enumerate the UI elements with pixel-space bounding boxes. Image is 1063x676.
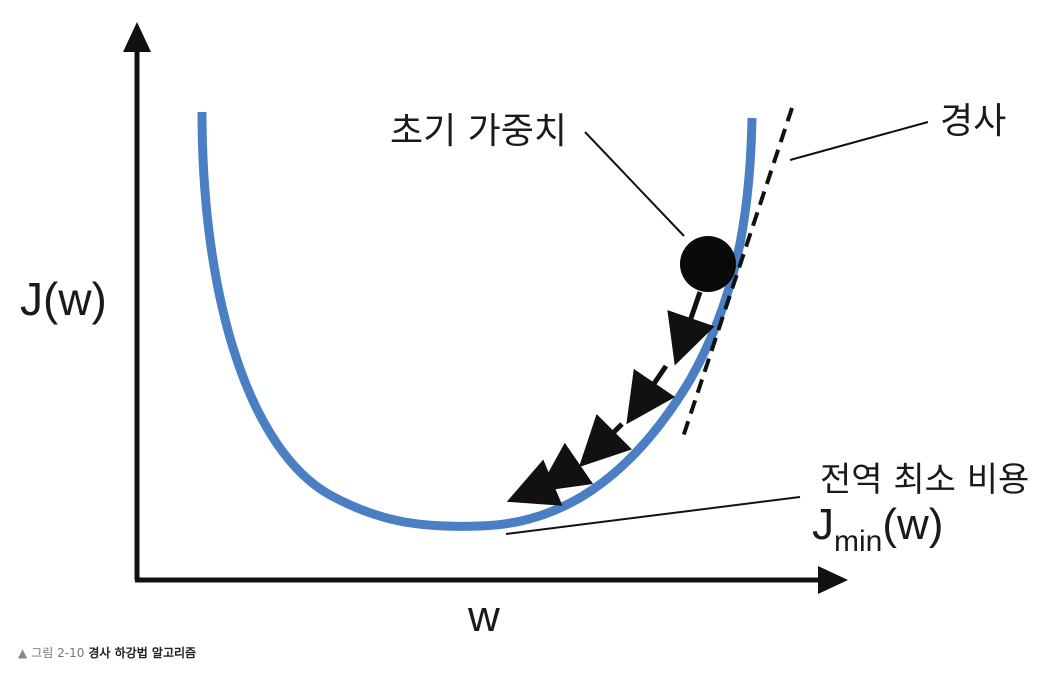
y-axis-arrow-icon: [123, 22, 151, 52]
initial-weight-leader-line: [584, 131, 685, 237]
step-arrow-icon: [626, 364, 676, 425]
jmin-main: J: [812, 500, 834, 549]
descent-steps: [506, 291, 715, 506]
jmin-arg: (w): [882, 500, 944, 549]
figure-caption: ▲ 그림 2-10 경사 하강법 알고리즘: [18, 644, 196, 661]
caption-marker-icon: ▲: [18, 646, 28, 660]
step-arrow-icon: [537, 442, 594, 492]
initial-weight-label: 초기 가중치: [390, 111, 568, 152]
gradient-label: 경사: [940, 101, 1007, 142]
global-min-cost-label: 전역 최소 비용: [820, 460, 1030, 500]
global-min-leader-line: [505, 496, 801, 535]
caption-number: 그림 2-10: [31, 646, 85, 660]
y-axis-label: J(w): [20, 273, 107, 325]
jmin-sub: min: [834, 525, 883, 558]
step-arrow-icon: [578, 414, 632, 468]
step-arrow-icon: [506, 459, 563, 506]
jmin-label: Jmin(w): [812, 500, 943, 559]
initial-weight-point: [680, 236, 736, 292]
gradient-leader-line: [789, 121, 929, 161]
gradient-tangent-line: [680, 107, 794, 441]
x-axis-label: w: [468, 592, 500, 641]
caption-title: 경사 하강법 알고리즘: [88, 646, 197, 660]
cost-curve: [197, 111, 757, 531]
step-arrow-icon: [667, 291, 715, 366]
x-axis-arrow-icon: [818, 566, 848, 594]
